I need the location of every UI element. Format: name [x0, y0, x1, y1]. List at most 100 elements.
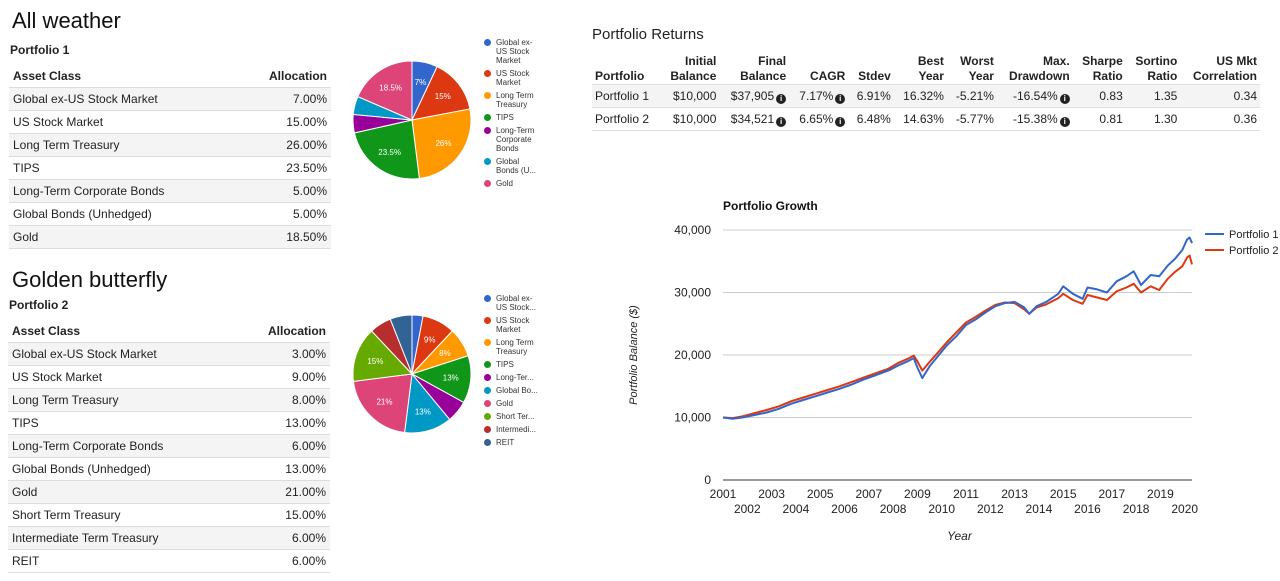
x-tick-label: 2019: [1147, 487, 1174, 501]
col-allocation: Allocation: [268, 68, 327, 83]
legend-swatch: [484, 413, 491, 420]
x-tick-label: 2014: [1026, 502, 1053, 516]
returns-value: -15.38%: [1013, 111, 1058, 126]
legend-label: Long Term Treasury: [496, 338, 540, 356]
returns-col-header: Worst Year: [947, 50, 997, 85]
legend-label: Short Ter...: [496, 412, 540, 421]
legend-swatch: [484, 426, 491, 433]
allocation-table-1: Asset Class Allocation Global ex-US Stoc…: [9, 64, 331, 249]
legend-item: Intermedi...: [484, 425, 540, 434]
info-icon[interactable]: i: [776, 116, 787, 127]
asset-class-cell: Global Bonds (Unhedged): [9, 202, 237, 226]
info-icon[interactable]: i: [1059, 93, 1070, 104]
asset-class-cell: Gold: [9, 225, 237, 249]
info-icon[interactable]: i: [776, 93, 787, 104]
allocation-cell: 5.00%: [236, 202, 331, 226]
returns-cell-final: $34,521 i: [719, 107, 790, 131]
returns-cell-worst: -5.77%: [946, 107, 997, 131]
table-row: Long-Term Corporate Bonds 6.00%: [8, 434, 330, 458]
info-icon[interactable]: i: [835, 93, 846, 104]
legend-swatch: [484, 387, 491, 394]
x-tick-label: 2007: [855, 487, 882, 501]
legend-item: Global Bo...: [484, 386, 540, 395]
allocation-cell: 23.50%: [236, 156, 331, 180]
legend-label: US Stock Market: [496, 316, 540, 334]
x-tick-label: 2008: [880, 502, 907, 516]
legend-label-line: US Stock: [496, 69, 530, 78]
legend-item: Global ex- US Stock...: [484, 294, 540, 312]
pie-slice: [352, 330, 414, 382]
asset-class-cell: Global ex-US Stock Market: [9, 87, 237, 111]
returns-col-header: US Mkt Correlation: [1180, 50, 1260, 85]
legend-label-line: Global Bo...: [496, 386, 538, 395]
legend-swatch: [484, 439, 491, 446]
returns-cell-maxdd: -15.38% i: [996, 107, 1073, 131]
table-row: REIT 6.00%: [8, 549, 330, 573]
y-tick-label: 30,000: [674, 286, 711, 300]
legend-label-line: US Stock: [496, 316, 530, 325]
returns-value: $37,905: [730, 88, 775, 103]
info-icon[interactable]: i: [835, 116, 846, 127]
legend-label-line: Long Term: [496, 91, 534, 100]
table-row: Long Term Treasury 8.00%: [8, 388, 330, 412]
legend-label-line: US Stock: [496, 47, 530, 56]
info-icon[interactable]: i: [1059, 116, 1070, 127]
legend-label-line: Market: [496, 56, 521, 65]
asset-class-cell: Intermediate Term Treasury: [8, 526, 236, 550]
legend-label: Long-Term Corporate Bonds: [496, 126, 540, 153]
col-allocation: Allocation: [267, 323, 326, 338]
table-row: Intermediate Term Treasury 6.00%: [8, 526, 330, 550]
x-tick-label: 2004: [783, 502, 810, 516]
legend-label-line: Global: [496, 157, 520, 166]
legend-swatch: [484, 92, 491, 99]
x-tick-label: 2015: [1050, 487, 1077, 501]
returns-cell-sortino: 1.35: [1125, 84, 1181, 108]
table-row: Gold 21.00%: [8, 480, 330, 504]
legend-swatch: [484, 400, 491, 407]
returns-cell-worst: -5.21%: [946, 84, 997, 108]
header-line-1: Max.: [1043, 54, 1070, 68]
legend-item: Gold: [484, 399, 540, 408]
table-row: Global Bonds (Unhedged) 13.00%: [8, 457, 330, 481]
legend-label: Global ex- US Stock Market: [496, 38, 540, 65]
table-row: US Stock Market 9.00%: [8, 365, 330, 389]
returns-col-header: Final Balance: [719, 50, 789, 85]
legend-item: TIPS: [484, 113, 540, 122]
legend-label-line: Treasury: [496, 100, 528, 109]
x-tick-label: 2003: [758, 487, 785, 501]
legend-item: Global ex- US Stock Market: [484, 38, 540, 65]
allocation-cell: 15.00%: [236, 110, 331, 134]
returns-cell-stdev: 6.48%: [848, 107, 894, 131]
legend-label-line: Global ex-: [496, 38, 533, 47]
header-line-1: Final: [758, 54, 787, 68]
pie-slice: [411, 65, 471, 121]
returns-cell-sortino: 1.30: [1125, 107, 1181, 131]
header-line-2: Correlation: [1192, 69, 1257, 83]
header-line-2: Balance: [740, 69, 787, 83]
table-row: TIPS 13.00%: [8, 411, 330, 435]
header-line-2: Portfolio: [595, 69, 645, 83]
pie-slice-label: 8%: [439, 349, 451, 358]
table-row: Long-Term Corporate Bonds 5.00%: [9, 179, 331, 203]
allocation-cell: 3.00%: [235, 342, 330, 366]
col-asset-class: Asset Class: [12, 323, 81, 338]
legend-swatch: [484, 127, 491, 134]
legend-label-line: Global ex-: [496, 294, 533, 303]
pie-slice-label: 18.5%: [379, 83, 402, 92]
legend-label: REIT: [496, 438, 540, 447]
section-heading-all-weather: All weather: [12, 8, 121, 33]
legend-label-line: TIPS: [496, 360, 514, 369]
chart-title: Portfolio Growth: [723, 199, 818, 213]
table-row: US Stock Market 15.00%: [9, 110, 331, 134]
header-line-1: Worst: [960, 54, 994, 68]
portfolio-2-pie-legend: Global ex- US Stock... US Stock Market Long …: [484, 294, 540, 451]
pie-slice: [389, 314, 413, 375]
legend-label: Global Bo...: [496, 386, 540, 395]
legend-label: Gold: [496, 399, 540, 408]
returns-value: 1.35: [1153, 89, 1178, 103]
legend-label: Long-Ter...: [496, 373, 540, 382]
asset-class-cell: REIT: [8, 549, 236, 573]
legend-swatch: [484, 317, 491, 324]
x-tick-label: 2012: [977, 502, 1004, 516]
allocation-cell: 18.50%: [236, 225, 331, 249]
